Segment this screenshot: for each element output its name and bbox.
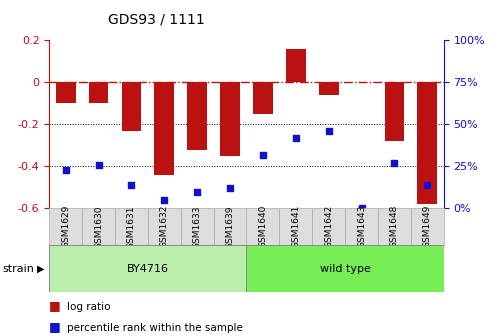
Point (62, 167, 70, 172)
Bar (385, 82, 404, 141)
Bar (115, 208, 148, 245)
Point (95, 162, 103, 167)
Bar (411, 208, 444, 245)
Bar (49, 245, 247, 292)
Point (390, 160, 398, 166)
Bar (246, 245, 444, 292)
Bar (49, 208, 82, 245)
Bar (312, 208, 345, 245)
Bar (280, 208, 312, 245)
Point (259, 152, 267, 157)
Bar (345, 208, 378, 245)
Text: log ratio: log ratio (67, 302, 110, 312)
Text: GSM1633: GSM1633 (193, 205, 202, 249)
Text: strain: strain (2, 264, 35, 274)
Bar (56, 82, 75, 103)
Bar (246, 208, 280, 245)
Text: ■: ■ (49, 320, 61, 333)
Bar (187, 82, 207, 150)
Text: GSM1643: GSM1643 (357, 205, 366, 249)
Text: GSM1639: GSM1639 (226, 205, 235, 249)
Text: GSM1642: GSM1642 (324, 205, 333, 248)
Text: GSM1631: GSM1631 (127, 205, 136, 249)
Text: GSM1632: GSM1632 (160, 205, 169, 249)
Bar (378, 208, 411, 245)
Text: GSM1648: GSM1648 (390, 205, 399, 249)
Text: GSM1649: GSM1649 (423, 205, 432, 249)
Point (357, 206, 365, 211)
Bar (148, 208, 181, 245)
Bar (418, 82, 437, 204)
Text: BY4716: BY4716 (127, 264, 169, 274)
Text: GSM1641: GSM1641 (291, 205, 300, 249)
Bar (154, 82, 174, 175)
Point (193, 189, 201, 194)
Bar (286, 49, 306, 82)
Text: GDS93 / 1111: GDS93 / 1111 (108, 13, 205, 27)
Text: ▶: ▶ (37, 264, 44, 274)
Text: GSM1629: GSM1629 (61, 205, 70, 249)
Point (128, 182, 136, 187)
Bar (253, 82, 273, 114)
Bar (89, 82, 108, 103)
Point (292, 135, 300, 140)
Text: GSM1640: GSM1640 (258, 205, 267, 249)
Point (325, 128, 333, 134)
Bar (122, 82, 141, 131)
Text: ■: ■ (49, 299, 61, 312)
Bar (181, 208, 213, 245)
Bar (220, 82, 240, 156)
Point (423, 182, 431, 187)
Bar (82, 208, 115, 245)
Text: GSM1630: GSM1630 (94, 205, 103, 249)
Bar (213, 208, 246, 245)
Text: percentile rank within the sample: percentile rank within the sample (67, 323, 243, 333)
Point (160, 197, 168, 203)
Bar (319, 82, 339, 95)
Text: wild type: wild type (319, 264, 371, 274)
Point (226, 185, 234, 191)
